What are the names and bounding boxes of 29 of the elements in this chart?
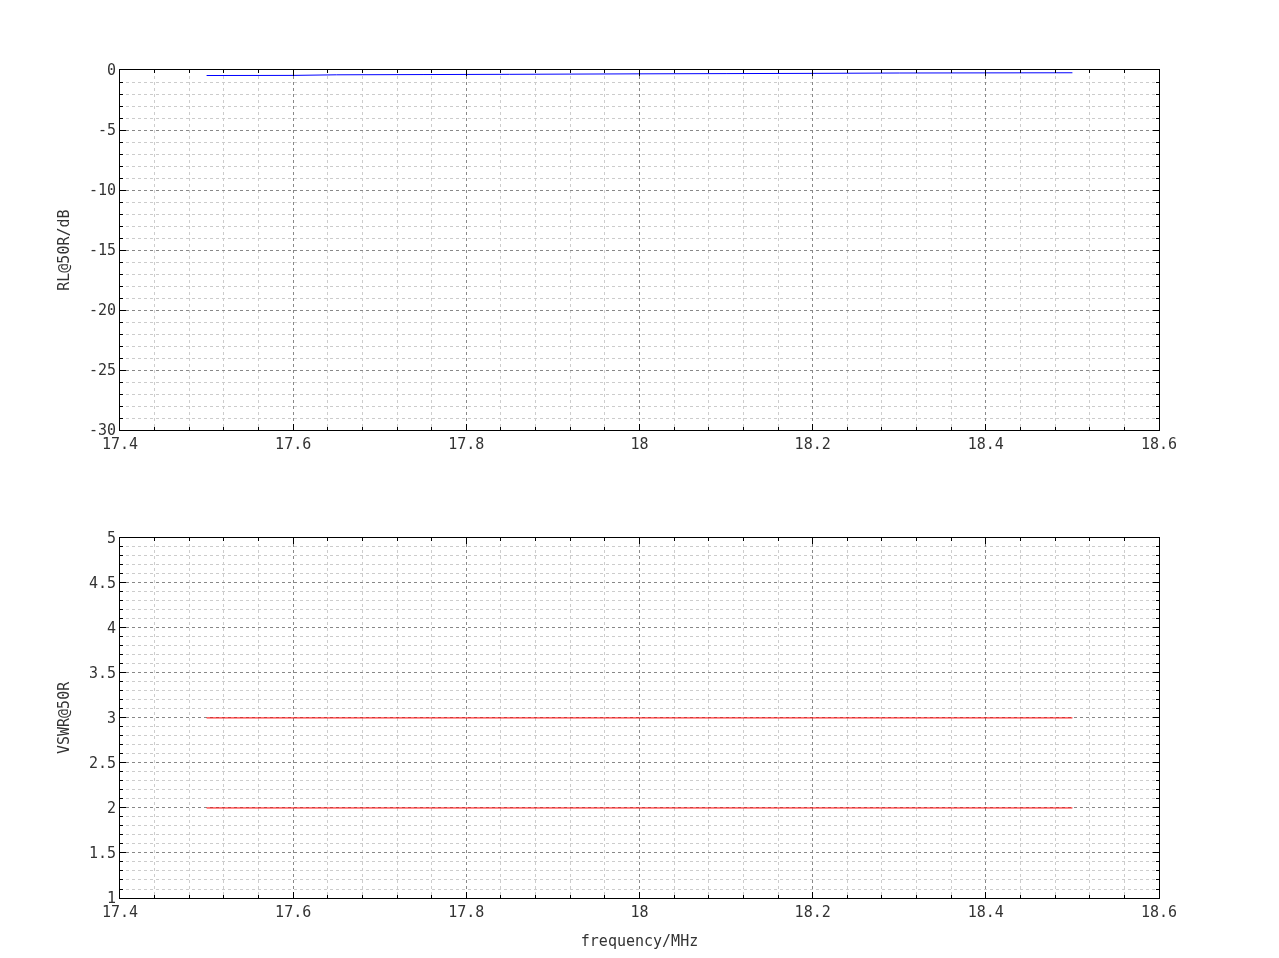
x-tick-label: 18 [630,903,649,921]
x-tick-label: 17.8 [448,435,485,454]
y-tick-label: 2.5 [88,754,116,773]
x-tick-label: 17.6 [275,435,312,454]
y-tick-label: 2 [106,799,116,818]
y-tick-label: 0 [106,61,116,80]
y-tick-label: -20 [88,301,116,320]
y-tick-label: -5 [97,121,116,140]
x-tick-label: 18.4 [967,435,1004,454]
x-tick-label: 18.2 [794,903,831,921]
x-tick-label: 18.2 [794,435,831,454]
x-tick-label: 18.6 [1140,903,1178,921]
y-tick-label: -25 [88,361,116,380]
x-tick-label: 18.6 [1140,435,1178,454]
y-tick-label: 4.5 [88,574,116,593]
y-tick-label: 4 [106,619,116,638]
y-tick-label: 5 [106,529,116,548]
x-axis-title: frequency/MHz [580,932,699,950]
x-tick-label: 18 [630,435,649,454]
y-tick-label: -10 [88,181,116,200]
x-tick-label: 18.4 [967,903,1004,921]
y-tick-label: 3 [106,709,116,728]
x-tick-label: 17.6 [275,903,312,921]
y-tick-label: -15 [88,241,116,260]
y-axis-title: VSWR@50R [55,680,74,755]
y-tick-label: 1.5 [88,844,116,863]
y-axis-title: RL@50R/dB [55,209,74,291]
y-tick-label: 3.5 [88,664,116,683]
x-tick-label: 17.8 [448,903,485,921]
